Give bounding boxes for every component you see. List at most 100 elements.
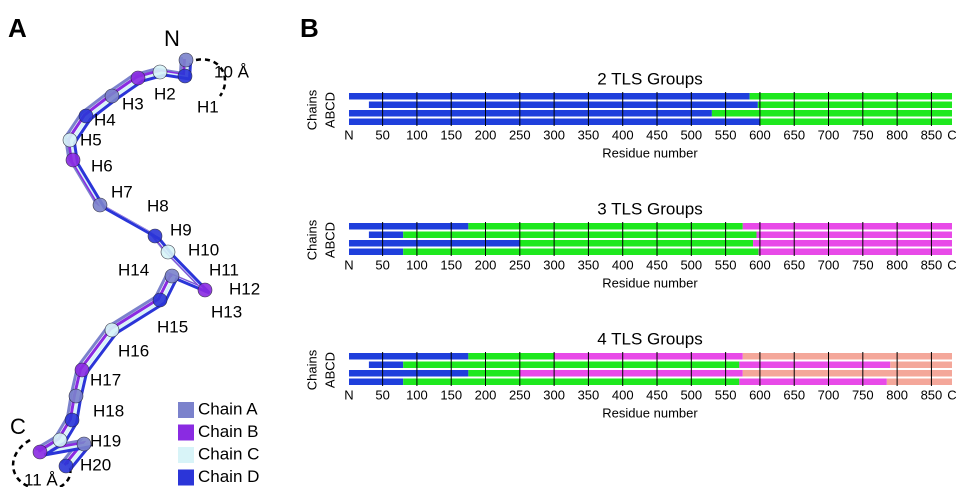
x-tick-label: 450 <box>646 257 668 272</box>
atom <box>93 198 107 212</box>
segment <box>349 370 468 377</box>
segment <box>520 370 743 377</box>
helix-label: H18 <box>93 401 124 420</box>
x-tick-label: 600 <box>749 257 771 272</box>
x-tick-label: 450 <box>646 127 668 142</box>
helix-label: H11 <box>209 260 239 279</box>
x-tick-label: 750 <box>852 257 874 272</box>
chart-title: 3 TLS Groups <box>597 199 703 218</box>
legend-swatch <box>178 447 194 463</box>
segment <box>739 362 890 369</box>
x-tick-label: N <box>344 387 353 402</box>
segment <box>887 379 952 386</box>
helix-label: H20 <box>80 455 111 474</box>
x-tick-label: 500 <box>680 127 702 142</box>
segment <box>403 379 739 386</box>
legend-label: Chain C <box>198 444 259 463</box>
atom <box>59 459 73 473</box>
x-tick-label: 850 <box>921 127 943 142</box>
x-tick-label: 200 <box>475 257 497 272</box>
helix-label: H13 <box>211 302 242 321</box>
x-tick-label: 200 <box>475 127 497 142</box>
x-tick-label: 500 <box>680 387 702 402</box>
x-tick-label: 350 <box>578 127 600 142</box>
x-tick-label: 600 <box>749 387 771 402</box>
segment <box>403 249 758 256</box>
x-tick-label: 450 <box>646 387 668 402</box>
x-tick-label: 300 <box>543 387 565 402</box>
segment <box>759 249 952 256</box>
chart-title: 4 TLS Groups <box>597 329 703 348</box>
segment <box>349 240 520 247</box>
segment <box>403 232 756 239</box>
x-tick-label: 600 <box>749 127 771 142</box>
x-tick-label: 50 <box>375 127 389 142</box>
atom <box>165 269 179 283</box>
row-label: ABCD <box>322 352 337 388</box>
x-tick-label: 700 <box>818 257 840 272</box>
segment <box>349 249 403 256</box>
atom <box>75 363 89 377</box>
atom <box>105 323 119 337</box>
y-axis-label: Chains <box>304 349 319 390</box>
x-tick-label: 850 <box>921 257 943 272</box>
x-tick-label: 350 <box>578 387 600 402</box>
helix-label: H5 <box>80 130 102 149</box>
x-tick-label: 700 <box>818 387 840 402</box>
segment <box>554 353 743 360</box>
atom <box>178 69 192 83</box>
x-axis-label: Residue number <box>602 145 698 160</box>
atom <box>65 413 79 427</box>
panel-label: A <box>8 13 27 43</box>
segment <box>743 223 952 230</box>
segment <box>349 353 468 360</box>
terminus-label: C <box>10 414 26 439</box>
x-tick-label: 250 <box>509 127 531 142</box>
x-tick-label: 150 <box>440 257 462 272</box>
helix-label: H2 <box>154 84 176 103</box>
x-axis-label: Residue number <box>602 275 698 290</box>
segment <box>369 102 758 109</box>
x-tick-label: C <box>947 387 956 402</box>
legend-swatch <box>178 425 194 441</box>
atom <box>161 245 175 259</box>
atom <box>153 293 167 307</box>
legend-label: Chain D <box>198 467 259 486</box>
x-tick-label: 800 <box>886 257 908 272</box>
atom <box>148 229 162 243</box>
atom <box>69 389 83 403</box>
helix-label: H1 <box>197 97 219 116</box>
atom <box>53 433 67 447</box>
segment <box>712 110 952 117</box>
x-tick-label: 550 <box>715 257 737 272</box>
segment <box>369 362 403 369</box>
x-tick-label: 250 <box>509 387 531 402</box>
segment <box>750 93 952 100</box>
helix-label: H4 <box>94 110 116 129</box>
segment <box>890 362 952 369</box>
helix-label: H10 <box>188 240 219 259</box>
x-tick-label: 550 <box>715 127 737 142</box>
x-axis-label: Residue number <box>602 405 698 420</box>
panel-label: B <box>300 13 319 43</box>
helix-label: H3 <box>122 94 144 113</box>
legend-swatch <box>178 470 194 486</box>
atom <box>153 65 167 79</box>
distance-label: 11 Å <box>24 470 58 487</box>
x-tick-label: 100 <box>406 127 428 142</box>
helix-label: H15 <box>157 317 188 336</box>
atom <box>105 89 119 103</box>
x-tick-label: 150 <box>440 127 462 142</box>
helix-label: H9 <box>170 220 192 239</box>
x-tick-label: 750 <box>852 387 874 402</box>
segment <box>739 379 886 386</box>
y-axis-label: Chains <box>304 89 319 130</box>
x-tick-label: 650 <box>783 257 805 272</box>
x-tick-label: 750 <box>852 127 874 142</box>
x-tick-label: 650 <box>783 127 805 142</box>
segment <box>349 379 403 386</box>
legend-swatch <box>178 402 194 418</box>
legend-label: Chain A <box>198 399 258 418</box>
figure: A B N C 10 Å 11 Å H1H2H3H4H5H6H7H8H9H10H… <box>0 0 962 487</box>
segment <box>520 240 753 247</box>
